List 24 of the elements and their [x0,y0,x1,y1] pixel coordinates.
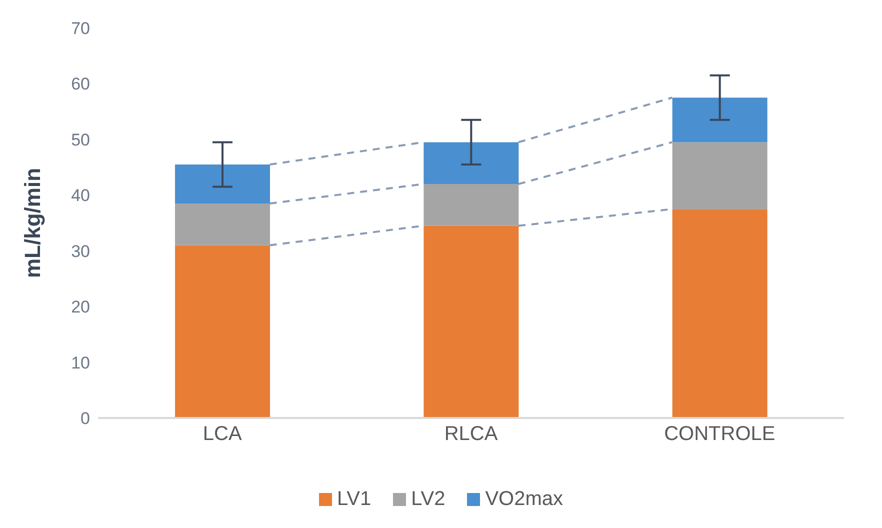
bar [424,184,519,226]
y-axis-title: mL/kg/min [20,168,45,278]
legend-label: VO2max [485,488,564,511]
y-tick-label: 50 [71,130,90,150]
x-tick-label: LCA [202,423,242,446]
bar [424,226,519,418]
y-tick-label: 60 [71,74,90,94]
bar [175,164,270,204]
bar [672,142,768,210]
bar [424,142,519,184]
x-tick-label: CONTROLE [664,423,776,446]
bar [672,209,768,418]
y-tick-label: 30 [71,242,90,261]
y-tick-label: 70 [71,19,90,38]
bar [175,245,270,418]
bar [175,204,270,246]
y-tick-label: 40 [71,186,90,206]
legend-label: LV1 [336,488,372,511]
y-tick-label: 0 [80,409,90,428]
y-tick-label: 10 [71,353,90,372]
y-tick-label: 20 [71,298,90,317]
x-tick-label: RLCA [444,423,498,446]
legend-label: LV2 [411,488,446,511]
bar [672,98,768,142]
